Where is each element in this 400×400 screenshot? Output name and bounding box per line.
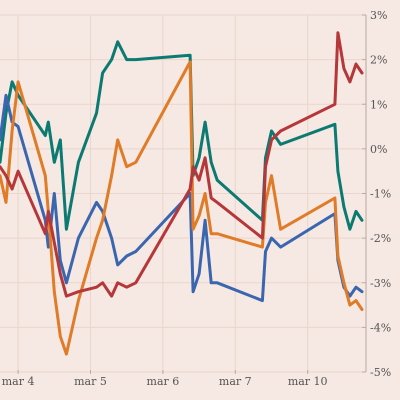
x-tick-label: mar 6 (147, 375, 180, 388)
x-tick-label: mar 7 (219, 375, 252, 388)
series-lines (0, 31, 364, 356)
x-tick-label: mar 5 (74, 375, 107, 388)
y-tick-label: -2% (370, 232, 391, 245)
y-tick-label: 2% (370, 54, 387, 67)
y-tick-label: 3% (370, 9, 387, 22)
series-line-4 (0, 31, 364, 298)
y-tick-label: -5% (370, 366, 391, 379)
y-tick-label: 0% (370, 143, 387, 156)
series-line-1 (0, 40, 364, 231)
x-tick-label: mar 10 (288, 375, 328, 388)
y-tick-label: -3% (370, 277, 391, 290)
y-tick-label: 1% (370, 98, 387, 111)
grid (0, 14, 362, 373)
series-line-3 (0, 60, 364, 356)
x-tick-label: mar 4 (2, 375, 35, 388)
x-axis: mar 4 mar 5 mar 6 mar 7 mar 10 (2, 370, 328, 388)
y-axis: 3% 2% 1% 0% -1% -2% -3% -4% -5% (362, 9, 391, 379)
y-tick-label: -1% (370, 188, 391, 201)
y-tick-label: -4% (370, 321, 391, 334)
